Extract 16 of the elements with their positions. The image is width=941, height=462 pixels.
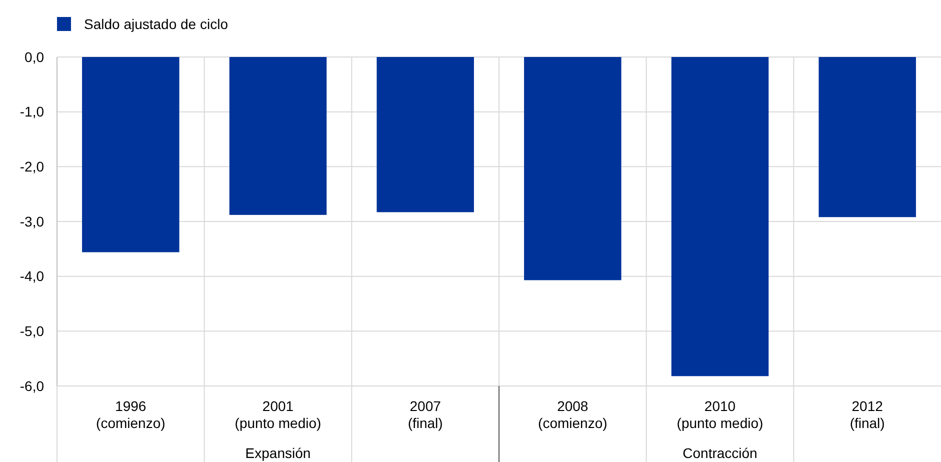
- y-tick-label: 0,0: [24, 48, 44, 65]
- text: Contracción: [682, 445, 758, 461]
- y-tick-label: -2,0: [20, 158, 44, 175]
- x-tick-label: 2012 (final): [850, 398, 885, 431]
- x-tick-label: 2001 (punto medio): [234, 398, 322, 431]
- y-tick-label: -5,0: [20, 323, 44, 340]
- legend-label: Saldo ajustado de ciclo: [84, 16, 228, 32]
- x-tick-label: 1996 (comienzo): [96, 398, 166, 431]
- x-tick-label: 2010 (punto medio): [676, 398, 764, 431]
- x-tick-label: 2008 (comienzo): [538, 398, 608, 431]
- y-tick-label: -6,0: [20, 378, 44, 394]
- y-tick-label: -1,0: [20, 104, 44, 120]
- y-tick-label: -4,0: [20, 268, 44, 284]
- text: Expansión: [245, 445, 311, 461]
- x-tick-label: 2007 (final): [408, 398, 443, 431]
- y-tick-label: -3,0: [20, 213, 44, 230]
